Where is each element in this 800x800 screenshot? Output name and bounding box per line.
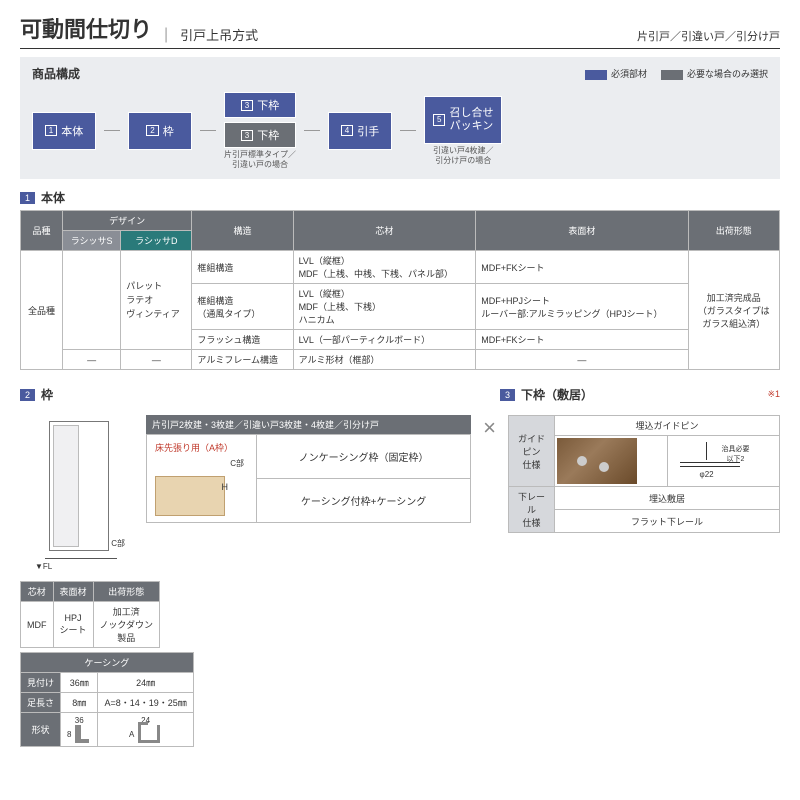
flow-node-3b: 3下枠 xyxy=(224,122,296,148)
gp-r2b: フラット下レール xyxy=(555,510,780,533)
shape-icon-2 xyxy=(138,725,160,743)
waku-r1: ノンケーシング枠（固定枠） xyxy=(257,435,471,479)
th-hyomen: 表面材 xyxy=(476,211,688,251)
diag-c-label: C部 xyxy=(111,538,125,549)
gp-rowhead-1: ガイドピン 仕様 xyxy=(509,416,555,487)
legend-swatch-optional xyxy=(661,70,683,80)
table-guidepin: ガイドピン 仕様 埋込ガイドピン φ22 治具必要以下2 下レール 仕様 xyxy=(508,415,780,533)
subtitle: 引戸上吊方式 xyxy=(180,25,258,44)
shape-icon-1 xyxy=(75,725,89,743)
legend-required: 必須部材 xyxy=(611,69,647,79)
th-shin: 芯材 xyxy=(293,211,476,251)
multiply-icon: × xyxy=(477,415,502,441)
flow-node-3a: 3下枠 xyxy=(224,92,296,118)
td-s4: アルミ形材（框部） xyxy=(293,350,476,370)
pin-diagram: φ22 治具必要以下2 xyxy=(670,438,750,484)
table-waku: 床先張り用（A枠） C部 H ノンケーシング枠（固定枠） ケーシング付枠+ケーシ… xyxy=(146,434,471,523)
flow-diagram: 1本体 2枠 3下枠 3下枠 片引戸標準タイプ／ 引違い戸の場合 4引手 5召し… xyxy=(32,92,768,169)
td-m3: MDF+FKシート xyxy=(476,330,688,350)
td-all: 全品種 xyxy=(21,251,63,370)
section-num-1: 1 xyxy=(20,192,35,204)
gp-rowhead-2: 下レール 仕様 xyxy=(509,487,555,533)
section-title-1: 本体 xyxy=(41,189,65,206)
header-right: 片引戸／引違い戸／引分け戸 xyxy=(637,28,780,44)
legend-optional: 必要な場合のみ選択 xyxy=(687,69,768,79)
th-design: デザイン xyxy=(62,211,191,231)
note-3: ※1 xyxy=(767,389,780,400)
title-divider: | xyxy=(164,26,168,44)
td-s3: LVL（一部パーティクルボード） xyxy=(293,330,476,350)
th-sub-s: ラシッサS xyxy=(62,231,120,251)
flow-caption-5: 引違い戸4枚建／ 引分け戸の場合 xyxy=(424,146,502,165)
waku-bar: 片引戸2枚建・3枚建／引違い戸3枚建・4枚建／引分け戸 xyxy=(146,415,471,434)
section-title-3: 下枠（敷居） xyxy=(521,386,593,403)
th-kouzou: 構造 xyxy=(192,211,293,251)
header-rule xyxy=(20,48,780,49)
td-k1: 框組構造 xyxy=(192,251,293,284)
diag-fl-label: ▼FL xyxy=(35,562,52,571)
section-num-2: 2 xyxy=(20,389,35,401)
flow-node-2: 2枠 xyxy=(128,112,192,150)
th-sub-d: ラシッサD xyxy=(121,231,192,251)
composition-panel: 商品構成 必須部材 必要な場合のみ選択 1本体 2枠 3下枠 3下枠 片引戸標準… xyxy=(20,57,780,179)
th-hinmoku: 品種 xyxy=(21,211,63,251)
td-m2: MDF+HPJシート ルーバー部:アルミラッピング（HPJシート） xyxy=(476,284,688,330)
gp-r2a: 埋込敷居 xyxy=(555,487,780,510)
waku-c-label: C部 xyxy=(230,458,244,469)
table-material: 芯材表面材出荷形態 MDF HPJ シート 加工済 ノックダウン 製品 xyxy=(20,581,160,648)
wood-image xyxy=(557,438,637,484)
td-shukka: 加工済完成品 （ガラスタイプは ガラス組込済） xyxy=(688,251,779,370)
legend: 必須部材 必要な場合のみ選択 xyxy=(585,67,768,80)
section-num-3: 3 xyxy=(500,389,515,401)
legend-swatch-required xyxy=(585,70,607,80)
td-m1: MDF+FKシート xyxy=(476,251,688,284)
th-shukka: 出荷形態 xyxy=(688,211,779,251)
door-diagram: C部 ▼FL xyxy=(20,415,140,571)
td-s1: LVL（縦框） MDF（上桟、中桟、下桟、パネル部） xyxy=(293,251,476,284)
title-row: 可動間仕切り | 引戸上吊方式 片引戸／引違い戸／引分け戸 xyxy=(20,12,780,44)
floor-title: 床先張り用（A枠） xyxy=(155,441,248,454)
td-k2: 框組構造 （通風タイプ） xyxy=(192,284,293,330)
td-design-list: パレット ラテオ ヴィンティア xyxy=(121,251,192,350)
flow-node-4: 4引手 xyxy=(328,112,392,150)
td-s2: LVL（縦框） MDF（上桟、下桟） ハニカム xyxy=(293,284,476,330)
td-m4: — xyxy=(476,350,688,370)
flow-node-5: 5召し合せ パッキン xyxy=(424,96,502,144)
gp-header: 埋込ガイドピン xyxy=(555,416,780,436)
table-hontai: 品種 デザイン 構造 芯材 表面材 出荷形態 ラシッサS ラシッサD 全品種 パ… xyxy=(20,210,780,370)
panel-title: 商品構成 xyxy=(32,65,80,82)
section-title-2: 枠 xyxy=(41,386,53,403)
waku-h-label: H xyxy=(222,482,229,492)
table-casing: ケーシング 見付け36㎜24㎜ 足長さ8㎜A=8・14・19・25㎜ 形状 36… xyxy=(20,652,194,747)
flow-caption-3: 片引戸標準タイプ／ 引違い戸の場合 xyxy=(224,150,296,169)
main-title: 可動間仕切り xyxy=(20,12,152,44)
waku-r2: ケーシング付枠+ケーシング xyxy=(257,479,471,523)
td-k4: アルミフレーム構造 xyxy=(192,350,293,370)
td-k3: フラッシュ構造 xyxy=(192,330,293,350)
flow-node-1: 1本体 xyxy=(32,112,96,150)
